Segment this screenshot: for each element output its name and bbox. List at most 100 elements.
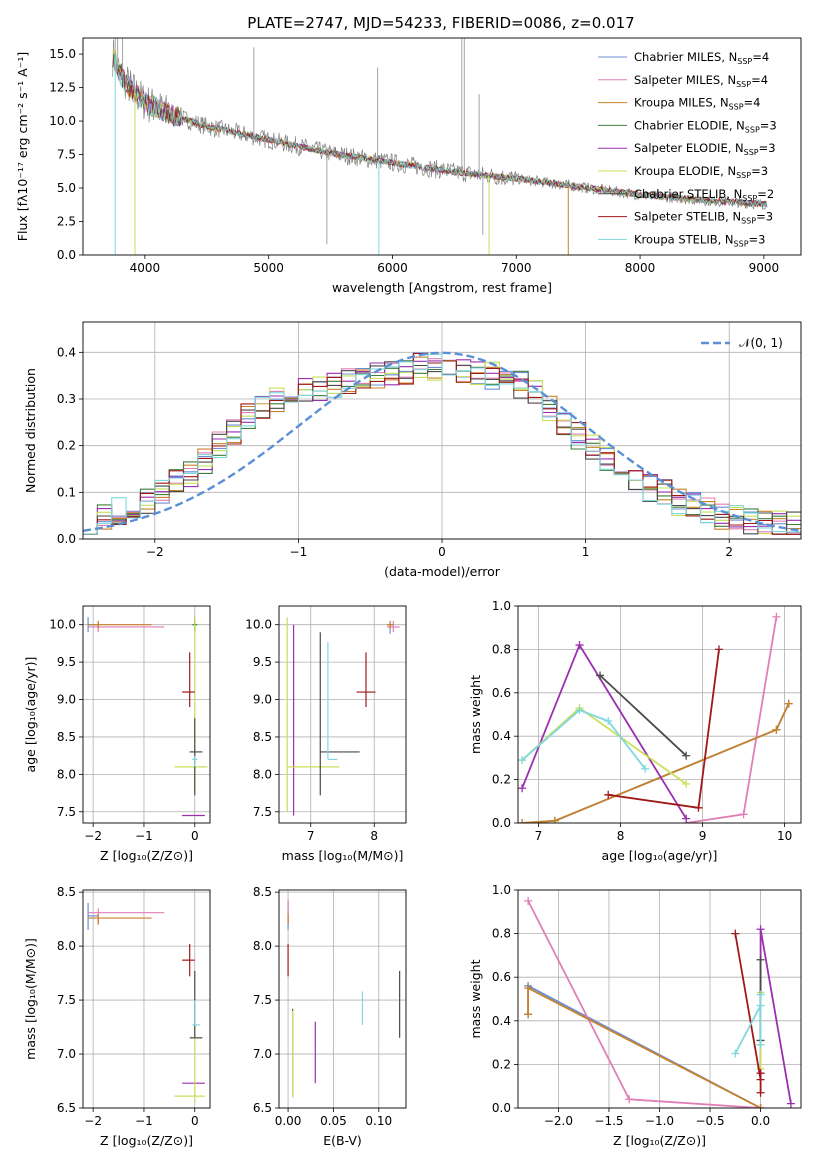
- x-tick-label: 0.0: [751, 1114, 770, 1128]
- legend-subscript: SSP: [741, 217, 756, 226]
- x-tick-label: 8000: [625, 261, 656, 275]
- legend-value: =4: [752, 50, 769, 64]
- weight-marker: [604, 790, 613, 799]
- weight-marker: [575, 706, 584, 715]
- legend-label: Salpeter ELODIE, NSSP=3: [634, 141, 776, 157]
- y-tick-label: 9.0: [57, 693, 76, 707]
- axes-frame: [517, 889, 802, 1109]
- y-tick-label: 5.0: [57, 181, 76, 195]
- plot-area: [286, 617, 400, 816]
- x-tick-label: 1: [582, 545, 590, 559]
- x-tick-label: −2.0: [544, 1114, 573, 1128]
- x-axis-label: E(B-V): [323, 1133, 362, 1148]
- x-tick-label: 0: [191, 1114, 199, 1128]
- y-tick-label: 7.5: [57, 805, 76, 819]
- axes-frame: [82, 37, 802, 256]
- y-tick-label: 8.0: [57, 767, 76, 781]
- weight-marker: [714, 645, 723, 654]
- axes-frame: [278, 605, 407, 824]
- weight-marker: [518, 819, 527, 823]
- x-tick-label: −2: [84, 1114, 102, 1128]
- weight-line: [759, 929, 792, 1104]
- panel-mass-vs-Z: −2 −1 0 6.5 7.0 7.5 8.0 8.5 Z [log₁₀(Z/Z⊙)] mass …: [23, 885, 211, 1148]
- residual-histogram: [83, 360, 801, 535]
- weight-line: [522, 703, 790, 823]
- x-tick-label: −1: [290, 545, 308, 559]
- weight-line: [527, 986, 762, 1108]
- weight-marker: [550, 816, 559, 823]
- x-tick-label: −0.5: [695, 1114, 724, 1128]
- x-axis-label: Z [log₁₀(Z/Z⊙)]: [613, 1133, 706, 1148]
- y-tick-label: 2.5: [57, 215, 76, 229]
- weight-line: [522, 703, 790, 823]
- weight-marker: [772, 612, 781, 621]
- weight-marker: [625, 1095, 634, 1104]
- weight-marker: [524, 1010, 533, 1019]
- y-tick-label: 7.5: [253, 805, 272, 819]
- weight-marker: [756, 1040, 765, 1049]
- y-tick-label: 8.0: [253, 767, 272, 781]
- x-tick-label: −2: [146, 545, 164, 559]
- y-tick-label: 0.0: [57, 532, 76, 546]
- x-tick-label: 6000: [377, 261, 408, 275]
- legend-subscript: SSP: [742, 194, 757, 203]
- weight-marker: [694, 803, 703, 812]
- weight-marker: [596, 671, 605, 680]
- y-tick-label: 0.2: [57, 439, 76, 453]
- y-tick-label: 0.0: [492, 816, 511, 830]
- y-tick-label: 0.6: [492, 686, 511, 700]
- legend-label: Kroupa STELIB, NSSP=3: [634, 232, 765, 248]
- x-tick-label: −1.0: [645, 1114, 674, 1128]
- y-tick-label: 0.3: [57, 392, 76, 406]
- legend-value: =4: [751, 73, 768, 87]
- weight-marker: [682, 779, 691, 788]
- weight-line: [599, 674, 687, 757]
- y-tick-label: 1.0: [492, 599, 511, 613]
- panel-weight-vs-Z: −2.0 −1.5 −1.0 −0.5 0.0 0.0 0.2 0.4 0.6 0.8 1.0 Z […: [468, 883, 802, 1148]
- y-tick-label: 0.2: [492, 773, 511, 787]
- x-tick-label: −2: [84, 829, 102, 843]
- x-tick-label: −1: [135, 1114, 153, 1128]
- plot-area: [83, 351, 801, 535]
- weight-marker: [786, 1099, 795, 1108]
- weight-marker: [524, 896, 533, 905]
- x-tick-label: 7000: [501, 261, 532, 275]
- x-tick-label: 8: [370, 829, 378, 843]
- y-tick-label: 8.5: [57, 730, 76, 744]
- y-tick-label: 0.4: [492, 729, 511, 743]
- y-tick-label: 8.5: [57, 885, 76, 899]
- weight-marker: [682, 814, 691, 823]
- weight-marker: [756, 1069, 765, 1078]
- legend-subscript: SSP: [745, 125, 760, 134]
- y-tick-label: 8.5: [253, 730, 272, 744]
- weight-marker: [756, 990, 765, 999]
- legend-value: =3: [756, 210, 773, 224]
- weight-marker: [756, 925, 765, 934]
- plot-area: [287, 899, 401, 1098]
- legend-subscript: SSP: [737, 57, 752, 66]
- x-axis-label: Z [log₁₀(Z/Z⊙)]: [100, 848, 193, 863]
- legend-value: =3: [759, 141, 776, 155]
- weight-marker: [518, 784, 527, 793]
- y-tick-label: 6.5: [57, 1101, 76, 1115]
- y-tick-label: 7.0: [253, 1047, 272, 1061]
- y-tick-label: 7.5: [253, 993, 272, 1007]
- y-tick-label: 1.0: [492, 883, 511, 897]
- weight-marker: [772, 725, 781, 734]
- y-axis-label: mass weight: [468, 675, 483, 754]
- y-axis-label: Normed distribution: [23, 368, 38, 493]
- x-tick-label: 2: [725, 545, 733, 559]
- weight-marker: [756, 1088, 765, 1097]
- y-tick-label: 0.8: [492, 927, 511, 941]
- weight-marker: [524, 984, 533, 993]
- legend-label: Salpeter MILES, NSSP=4: [634, 73, 768, 89]
- observed-spectrum: [112, 39, 768, 211]
- y-axis-label: Flux [fλ10⁻¹⁷ erg cm⁻² s⁻¹ A⁻¹]: [15, 52, 30, 241]
- weight-marker: [575, 641, 584, 650]
- y-axis-label: mass weight: [468, 959, 483, 1038]
- legend-label: Kroupa ELODIE, NSSP=3: [634, 164, 768, 180]
- y-tick-label: 0.1: [57, 485, 76, 499]
- axes-frame: [517, 605, 802, 824]
- panel-age-vs-Z: −2 −1 0 7.5 8.0 8.5 9.0 9.5 10.0 Z [log₁₀(Z/Z⊙)] a…: [23, 605, 211, 863]
- x-tick-label: −1: [135, 829, 153, 843]
